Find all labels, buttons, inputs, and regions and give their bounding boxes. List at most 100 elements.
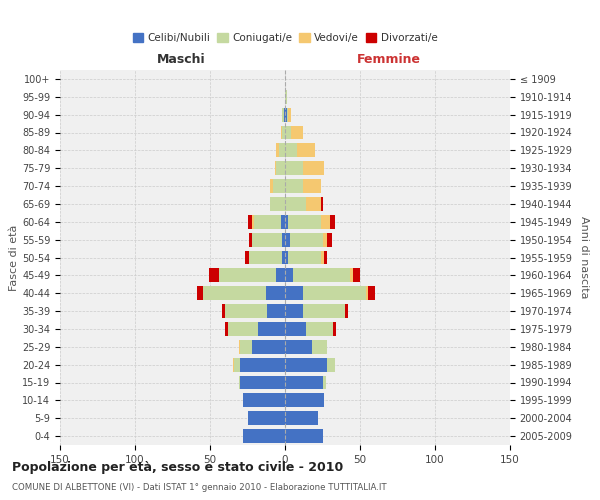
Bar [327,232,331,246]
Bar [321,197,323,211]
Bar [240,340,252,354]
Bar [303,286,366,300]
Bar [276,144,279,158]
Bar [285,411,318,425]
Bar [285,232,290,246]
Bar [285,268,293,282]
Bar [252,232,282,246]
Bar [366,286,367,300]
Bar [252,340,285,354]
Bar [293,268,349,282]
Bar [248,215,252,229]
Bar [285,340,312,354]
Bar [285,179,303,193]
Bar [285,108,287,122]
Bar [285,429,323,443]
Bar [222,304,225,318]
Bar [321,215,330,229]
Bar [345,304,348,318]
Bar [249,250,282,264]
Text: Maschi: Maschi [157,53,206,66]
Bar [285,215,288,229]
Bar [258,322,285,336]
Bar [297,144,315,158]
Bar [330,215,335,229]
Bar [285,144,297,158]
Bar [234,358,240,372]
Bar [209,268,219,282]
Text: COMUNE DI ALBETTONE (VI) - Dati ISTAT 1° gennaio 2010 - Elaborazione TUTTITALIA.: COMUNE DI ALBETTONE (VI) - Dati ISTAT 1°… [12,483,386,492]
Bar [249,232,252,246]
Bar [267,304,285,318]
Legend: Celibi/Nubili, Coniugati/e, Vedovi/e, Divorzati/e: Celibi/Nubili, Coniugati/e, Vedovi/e, Di… [130,30,440,46]
Bar [239,376,240,390]
Bar [279,144,285,158]
Bar [303,179,321,193]
Bar [333,322,336,336]
Bar [287,108,288,122]
Bar [303,304,345,318]
Bar [312,340,327,354]
Bar [288,108,291,122]
Bar [275,161,276,175]
Bar [288,250,321,264]
Bar [270,197,285,211]
Bar [276,161,285,175]
Text: Popolazione per età, sesso e stato civile - 2010: Popolazione per età, sesso e stato civil… [12,462,343,474]
Bar [284,108,285,122]
Bar [270,179,273,193]
Bar [285,197,306,211]
Bar [276,268,285,282]
Bar [254,215,281,229]
Bar [353,268,360,282]
Bar [285,358,327,372]
Bar [265,286,285,300]
Bar [273,179,285,193]
Bar [285,286,303,300]
Bar [285,304,303,318]
Bar [282,108,284,122]
Bar [203,286,265,300]
Bar [281,126,282,140]
Bar [290,232,323,246]
Bar [285,126,291,140]
Bar [225,304,267,318]
Text: Femmine: Femmine [356,53,421,66]
Bar [306,197,321,211]
Bar [240,376,285,390]
Bar [252,215,254,229]
Bar [248,411,285,425]
Bar [285,394,324,407]
Bar [324,250,327,264]
Bar [240,358,285,372]
Bar [367,286,375,300]
Bar [349,268,353,282]
Bar [197,286,203,300]
Bar [285,376,323,390]
Bar [285,161,303,175]
Bar [306,322,333,336]
Bar [327,358,335,372]
Bar [282,232,285,246]
Bar [228,322,258,336]
Bar [285,250,288,264]
Bar [219,268,276,282]
Bar [285,90,287,104]
Bar [323,376,325,390]
Bar [245,250,249,264]
Y-axis label: Anni di nascita: Anni di nascita [579,216,589,298]
Bar [233,358,234,372]
Bar [243,429,285,443]
Bar [291,126,303,140]
Bar [281,215,285,229]
Bar [282,126,285,140]
Bar [321,250,324,264]
Bar [285,322,306,336]
Y-axis label: Fasce di età: Fasce di età [9,224,19,290]
Bar [288,215,321,229]
Bar [303,161,324,175]
Bar [225,322,228,336]
Bar [323,232,327,246]
Bar [282,250,285,264]
Bar [239,340,240,354]
